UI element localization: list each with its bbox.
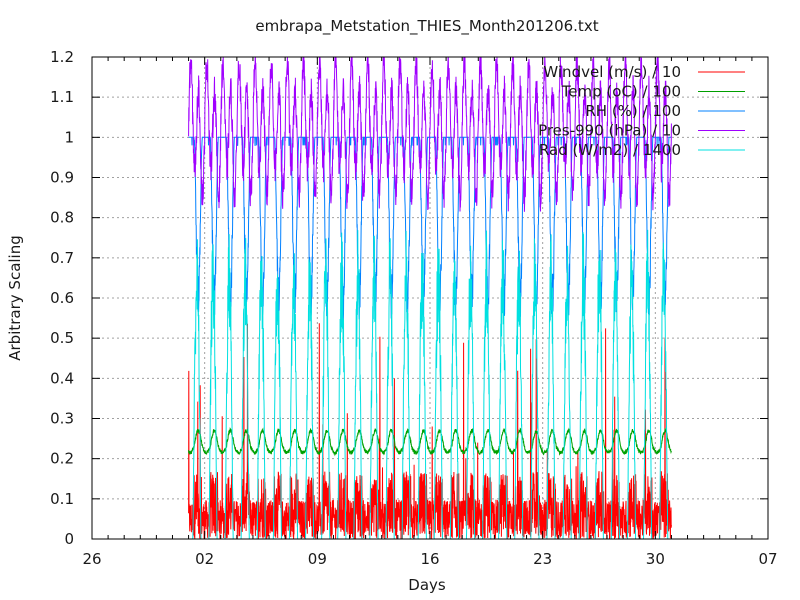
y-tick-label: 1.1 <box>50 88 74 106</box>
x-tick-label: 02 <box>195 550 214 568</box>
x-tick-label: 07 <box>758 550 777 568</box>
series-line-4 <box>188 56 672 212</box>
y-tick-label: 0.3 <box>50 410 74 428</box>
x-tick-label: 23 <box>533 550 552 568</box>
y-tick-label: 0.9 <box>50 169 74 187</box>
y-tick-label: 0.1 <box>50 490 74 508</box>
legend-label: RH (%) / 100 <box>585 102 681 120</box>
y-tick-label: 0.4 <box>50 369 74 387</box>
y-tick-label: 0.5 <box>50 329 74 347</box>
x-tick-label: 09 <box>308 550 327 568</box>
y-axis-label: Arbitrary Scaling <box>6 235 24 361</box>
y-tick-label: 0.7 <box>50 249 74 267</box>
legend-label: Temp (oC) / 100 <box>561 83 681 101</box>
chart-title: embrapa_Metstation_THIES_Month201206.txt <box>255 17 598 36</box>
series-line-2 <box>188 427 672 457</box>
y-tick-label: 0.8 <box>50 209 74 227</box>
y-tick-label: 0.6 <box>50 289 74 307</box>
x-tick-label: 26 <box>82 550 101 568</box>
y-tick-label: 0.2 <box>50 450 74 468</box>
ticks: 0 0.1 0.2 0.3 0.4 0.5 0.6 0.7 0.8 0.9 1 1.1 1.2 26 02 0… <box>50 48 777 568</box>
y-tick-label: 1.2 <box>50 48 74 66</box>
x-tick-label: 16 <box>420 550 439 568</box>
legend-label: Rad (W/m2) / 1400 <box>539 141 681 159</box>
x-axis-label: Days <box>408 576 446 594</box>
y-tick-label: 1 <box>64 128 74 146</box>
x-tick-label: 30 <box>646 550 665 568</box>
legend-label: Windvel (m/s) / 10 <box>543 63 681 81</box>
series-line-1 <box>188 323 672 539</box>
y-tick-label: 0 <box>64 530 74 548</box>
legend-label: Pres-990 (hPa) / 10 <box>538 122 681 140</box>
